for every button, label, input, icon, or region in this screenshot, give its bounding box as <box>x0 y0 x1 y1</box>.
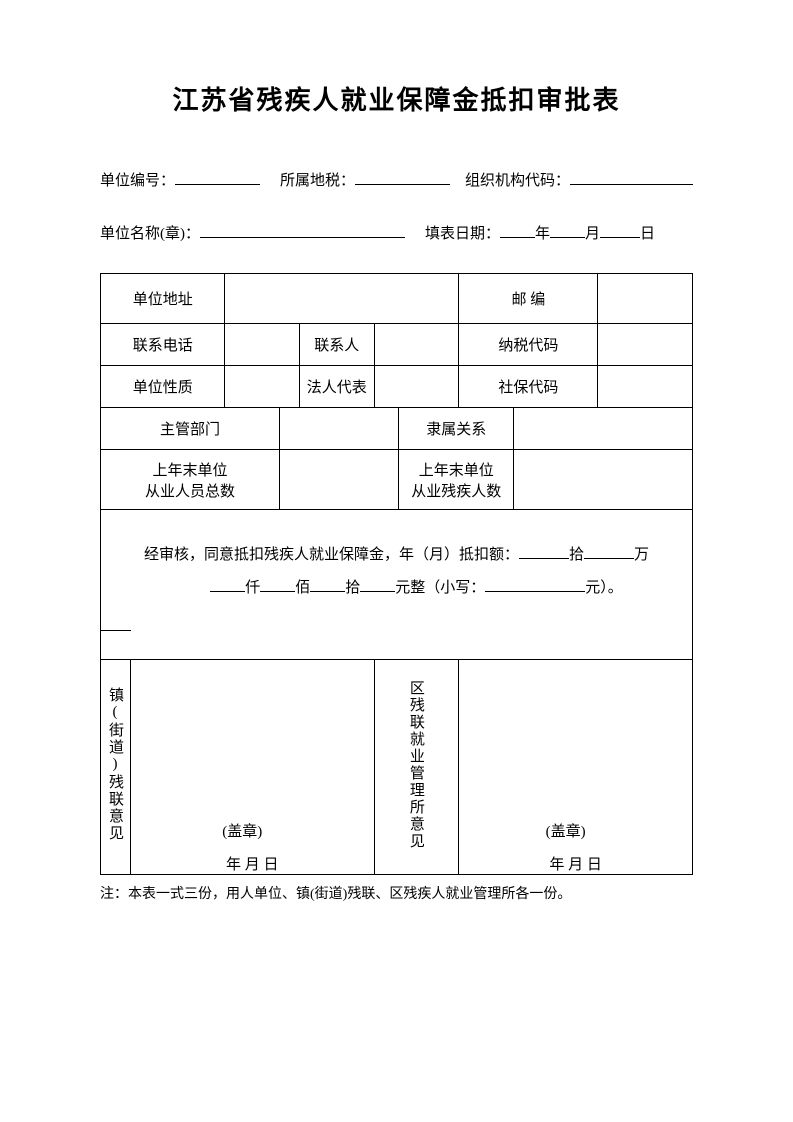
district-opinion-field[interactable]: (盖章) 年 月 日 <box>459 660 693 875</box>
disabledemp-label: 上年末单位 从业残疾人数 <box>399 450 513 510</box>
amount-shi2[interactable] <box>310 576 345 592</box>
relation-label: 隶属关系 <box>399 408 513 450</box>
district-date: 年 月 日 <box>549 857 602 873</box>
org-code-label: 组织机构代码： <box>465 169 570 190</box>
unittype-field[interactable] <box>225 366 300 408</box>
contact-label: 联系人 <box>299 324 374 366</box>
tax-blank[interactable] <box>355 167 450 185</box>
socialcode-field[interactable] <box>598 366 693 408</box>
address-field[interactable] <box>225 274 459 324</box>
taxcode-label: 纳税代码 <box>459 324 598 366</box>
phone-label: 联系电话 <box>101 324 225 366</box>
year-blank[interactable] <box>500 220 535 238</box>
district-stamp-label: (盖章) <box>459 820 692 841</box>
dept-label: 主管部门 <box>101 408 280 450</box>
fill-date-label: 填表日期： <box>425 222 500 243</box>
socialcode-label: 社保代码 <box>459 366 598 408</box>
page-title: 江苏省残疾人就业保障金抵扣审批表 <box>100 80 693 117</box>
header-line-1: 单位编号： 所属地税： 组织机构代码： <box>100 167 693 190</box>
tax-label: 所属地税： <box>280 169 355 190</box>
unittype-label: 单位性质 <box>101 366 225 408</box>
amount-wan[interactable] <box>584 543 634 559</box>
address-label: 单位地址 <box>101 274 225 324</box>
year-label: 年 <box>535 222 550 243</box>
dept-field[interactable] <box>280 408 399 450</box>
amount-lower[interactable] <box>485 576 585 592</box>
month-blank[interactable] <box>550 220 585 238</box>
totalemp-field[interactable] <box>280 450 399 510</box>
legalrep-label: 法人代表 <box>299 366 374 408</box>
town-opinion-field[interactable]: (盖章) 年 月 日 <box>130 660 374 875</box>
day-label: 日 <box>640 222 655 243</box>
town-stamp-label: (盖章) <box>131 820 374 841</box>
district-opinion-label: 区残联就业管理所意见 <box>374 660 459 875</box>
short-underline <box>101 615 131 631</box>
relation-field[interactable] <box>513 408 692 450</box>
unit-no-label: 单位编号： <box>100 169 175 190</box>
amount-shi[interactable] <box>519 543 569 559</box>
footer-note: 注：本表一式三份，用人单位、镇(街道)残联、区残疾人就业管理所各一份。 <box>100 883 693 903</box>
legalrep-field[interactable] <box>374 366 459 408</box>
amount-qian[interactable] <box>210 576 245 592</box>
taxcode-field[interactable] <box>598 324 693 366</box>
main-form-table: 单位地址 邮 编 联系电话 联系人 纳税代码 单位性质 法人代表 社保代码 主管… <box>100 273 693 875</box>
postcode-field[interactable] <box>598 274 693 324</box>
phone-field[interactable] <box>225 324 300 366</box>
amount-bai[interactable] <box>260 576 295 592</box>
unit-no-blank[interactable] <box>175 167 260 185</box>
contact-field[interactable] <box>374 324 459 366</box>
unit-name-blank[interactable] <box>200 220 405 238</box>
postcode-label: 邮 编 <box>459 274 598 324</box>
unit-name-label: 单位名称(章)： <box>100 222 200 243</box>
town-opinion-label: 镇(街道)残联意见 <box>101 660 131 875</box>
totalemp-label: 上年末单位 从业人员总数 <box>101 450 280 510</box>
town-date: 年 月 日 <box>226 857 279 873</box>
org-code-blank[interactable] <box>570 167 693 185</box>
day-blank[interactable] <box>600 220 640 238</box>
approval-statement: 经审核，同意抵扣残疾人就业保障金，年（月）抵扣额：拾万 仟佰拾元整（小写：元）。 <box>101 510 693 660</box>
header-line-2: 单位名称(章)： 填表日期： 年 月 日 <box>100 220 693 243</box>
amount-yuan[interactable] <box>360 576 395 592</box>
month-label: 月 <box>585 222 600 243</box>
disabledemp-field[interactable] <box>513 450 692 510</box>
